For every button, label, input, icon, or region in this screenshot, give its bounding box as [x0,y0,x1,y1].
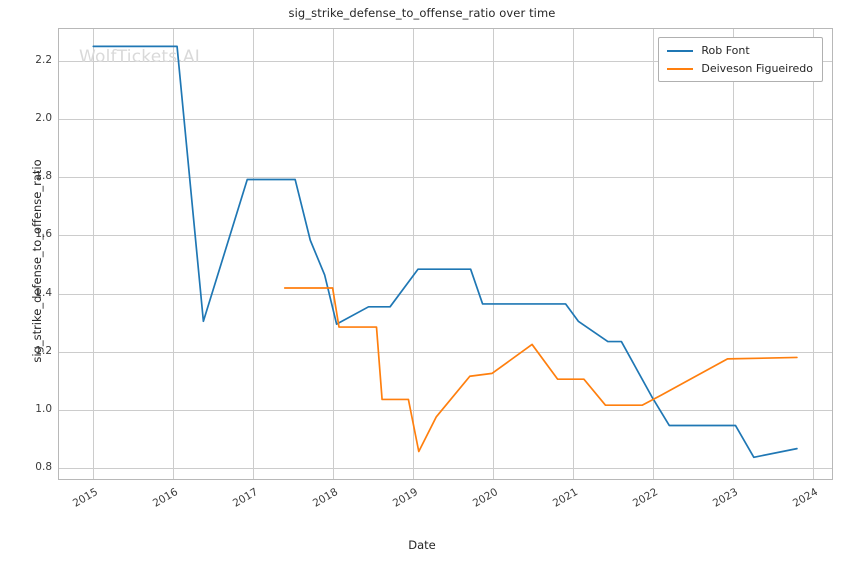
y-axis-tick-label: 1.4 [35,286,52,299]
gridline-vertical [253,29,255,479]
x-axis-tick-label: 2015 [71,486,101,510]
legend-entry[interactable]: Deiveson Figueiredo [667,62,813,75]
gridline-vertical [493,29,495,479]
series-line [92,45,798,459]
series-layer [92,45,798,459]
x-axis-tick-label: 2016 [151,486,181,510]
x-axis-tick-label: 2019 [391,486,421,510]
legend: Rob Font Deiveson Figueiredo [658,37,823,82]
gridline-horizontal [59,119,832,121]
x-axis-tick-label: 2017 [231,486,261,510]
x-axis-label: Date [408,538,436,552]
y-axis-tick-label: 1.2 [35,344,52,357]
gridline-vertical [333,29,335,479]
gridline-vertical [413,29,415,479]
gridline-horizontal [59,351,832,353]
x-axis-tick-label: 2021 [551,486,581,510]
y-axis-tick-label: 0.8 [35,460,52,473]
gridline-horizontal [59,60,832,62]
x-axis-tick-label: 2020 [471,486,501,510]
x-axis-tick-label: 2024 [791,486,821,510]
gridline-vertical [813,29,815,479]
gridline-horizontal [59,235,832,237]
legend-entry[interactable]: Rob Font [667,44,813,57]
x-axis-tick-label: 2023 [711,486,741,510]
legend-swatch-icon [667,49,694,52]
series-line [283,287,798,453]
gridline-horizontal [59,467,832,469]
legend-label: Deiveson Figueiredo [701,62,813,75]
plot-area: WolfTickets.AI Rob Font Deiveson Figueire… [58,28,833,480]
y-axis-tick-label: 1.8 [35,170,52,183]
gridline-vertical [93,29,95,479]
gridline-horizontal [59,293,832,295]
gridline-vertical [733,29,735,479]
gridline-horizontal [59,409,832,411]
y-axis-tick-label: 1.6 [35,228,52,241]
y-axis-tick-label: 2.2 [35,53,52,66]
y-axis-tick-label: 2.0 [35,112,52,125]
legend-label: Rob Font [701,44,750,57]
watermark: WolfTickets.AI [79,47,200,67]
gridline-vertical [573,29,575,479]
legend-swatch-icon [667,67,694,70]
page-title: sig_strike_defense_to_offense_ratio over… [288,6,556,20]
gridline-vertical [653,29,655,479]
y-axis-tick-label: 1.0 [35,402,52,415]
gridline-vertical [173,29,175,479]
x-axis-tick-label: 2018 [311,486,341,510]
x-axis-tick-label: 2022 [631,486,661,510]
gridline-horizontal [59,177,832,179]
